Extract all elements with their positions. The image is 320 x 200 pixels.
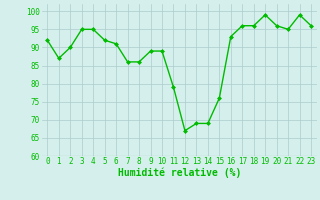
- X-axis label: Humidité relative (%): Humidité relative (%): [117, 168, 241, 178]
